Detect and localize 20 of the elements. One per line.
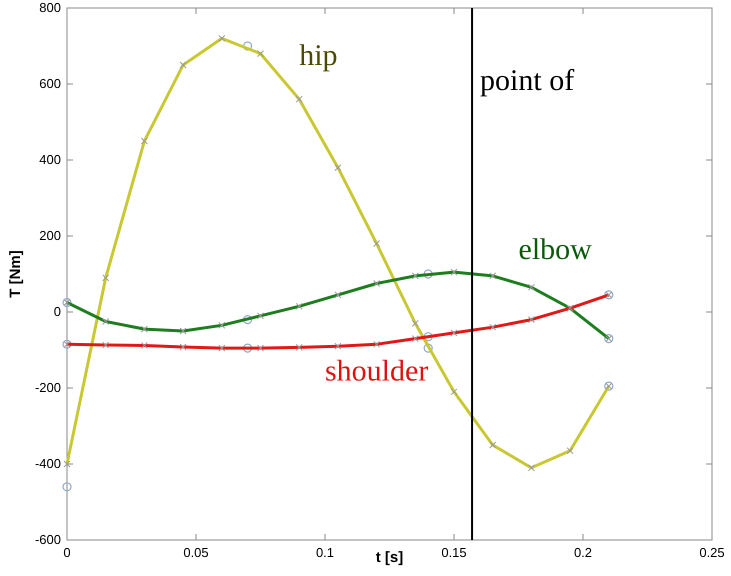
y-tick-label: 400: [39, 152, 61, 167]
series-label: shoulder: [325, 354, 428, 388]
y-tick-label: 800: [39, 0, 61, 15]
ref-line-label: point of: [480, 64, 574, 97]
x-axis-title: t [s]: [376, 549, 404, 566]
x-tick-label: 0.1: [316, 545, 334, 560]
x-tick-label: 0.2: [574, 545, 592, 560]
x-tick-label: 0.25: [699, 545, 725, 560]
x-tick-label: 0: [63, 545, 71, 560]
y-tick-label: 200: [39, 228, 61, 243]
y-tick-label: -600: [34, 532, 61, 547]
series-label: elbow: [518, 232, 592, 266]
x-tick-label: 0.05: [183, 545, 209, 560]
y-tick-label: 600: [39, 76, 61, 91]
series-label: hip: [299, 39, 338, 72]
x-tick-label: 0.15: [441, 545, 467, 560]
y-tick-label: 0: [54, 304, 61, 319]
y-axis-title: T [Nm]: [7, 250, 24, 298]
y-tick-label: -400: [34, 456, 61, 471]
y-tick-label: -200: [34, 380, 61, 395]
